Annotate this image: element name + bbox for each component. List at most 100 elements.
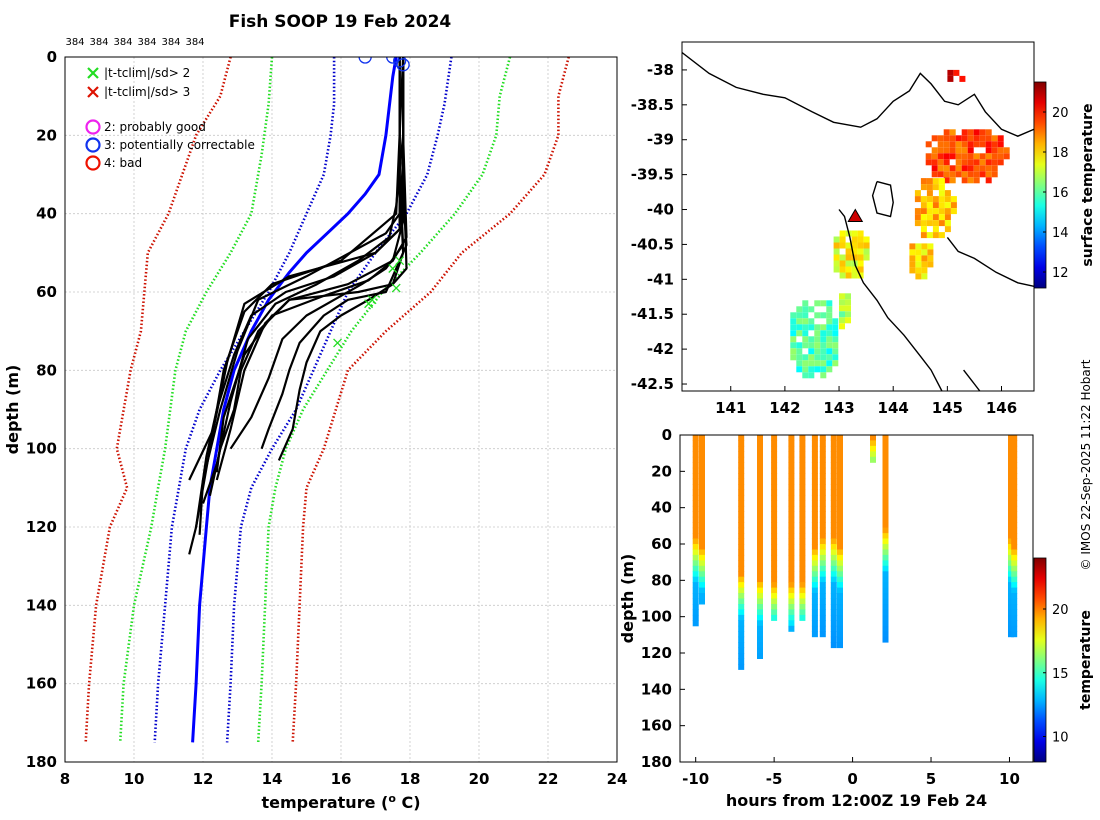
cast-sample	[819, 489, 826, 496]
cast-sample	[788, 549, 795, 556]
cast-sample	[757, 604, 763, 610]
cast-sample	[738, 516, 745, 523]
cast-sample	[757, 653, 763, 659]
cast-sample	[1008, 576, 1014, 583]
sst-pixel	[943, 141, 950, 148]
cast-sample	[830, 565, 837, 572]
sst-pixel	[802, 324, 809, 331]
sst-pixel	[857, 248, 864, 255]
flag-x-marker	[395, 256, 405, 266]
cast-sample	[837, 549, 843, 556]
sst-pixel	[914, 190, 921, 197]
sst-pixel	[857, 242, 864, 249]
lon-tick-label: 146	[986, 399, 1017, 417]
sst-pixel	[909, 261, 916, 268]
cast-sample	[699, 516, 705, 523]
cast-sample	[771, 494, 778, 501]
sst-pixel	[938, 190, 945, 197]
cast-sample	[799, 494, 806, 501]
cast-sample	[799, 571, 806, 578]
cast-sample	[788, 456, 795, 463]
cast-sample	[1011, 445, 1018, 452]
cast-sample	[1011, 571, 1018, 578]
cast-sample	[882, 435, 889, 441]
sst-pixel	[833, 236, 840, 243]
cast-sample	[837, 554, 843, 561]
sst-pixel	[967, 171, 974, 178]
sst-pixel	[839, 242, 846, 249]
cast-sample	[882, 554, 889, 561]
sst-pixel	[909, 249, 916, 256]
count-label: 384	[89, 37, 108, 48]
cast-sample	[819, 505, 826, 512]
x-tick-label: -5	[766, 770, 783, 788]
cast-sample	[830, 489, 837, 496]
sst-pixel	[802, 318, 809, 325]
sst-pixel	[955, 159, 962, 166]
cast-sample	[1011, 538, 1018, 545]
count-label: 384	[137, 37, 156, 48]
sst-pixel	[796, 342, 803, 349]
flag-x-marker	[333, 338, 343, 348]
cast-sample	[699, 435, 705, 441]
cast-sample	[1011, 467, 1018, 474]
cast-sample	[699, 451, 705, 458]
cast-sample	[799, 500, 806, 507]
cast-sample	[811, 571, 818, 578]
sst-pixel	[938, 178, 945, 185]
temperature-colorbar	[1033, 557, 1047, 763]
cast-sample	[757, 494, 763, 501]
sst-pixel	[973, 129, 980, 136]
cast-sample	[771, 554, 778, 561]
cast-sample	[771, 614, 778, 621]
cast-sample	[830, 576, 837, 583]
cast-sample	[811, 593, 818, 599]
cast-sample	[837, 631, 843, 638]
cast-sample	[882, 500, 889, 507]
sst-pixel	[991, 165, 998, 172]
sst-pixel	[953, 69, 960, 76]
cast-sample	[1011, 625, 1018, 632]
cast-sample	[771, 478, 778, 485]
xbt-profile-line	[277, 57, 408, 461]
sst-pixel	[832, 360, 839, 367]
cast-sample	[882, 451, 889, 458]
cast-sample	[699, 565, 705, 572]
cast-sample	[692, 560, 699, 567]
cast-sample	[738, 511, 745, 518]
cast-sample	[738, 544, 745, 550]
cast-sample	[1008, 571, 1014, 578]
sst-pixel	[925, 153, 932, 160]
sst-pixel	[790, 354, 797, 361]
cast-sample	[882, 522, 889, 529]
sst-pixel	[790, 318, 797, 325]
sst-pixel	[949, 177, 956, 184]
sst-pixel	[937, 141, 944, 148]
colorbar-tick-label: 16	[1052, 186, 1069, 201]
cast-sample	[1008, 565, 1014, 572]
cast-sample	[837, 604, 843, 610]
cast-sample	[771, 473, 778, 480]
sst-pixel	[839, 236, 846, 243]
cast-sample	[811, 604, 818, 610]
sst-pixel	[950, 196, 957, 203]
coastline	[682, 51, 1034, 137]
cast-sample	[837, 620, 843, 627]
cast-sample	[1008, 614, 1014, 621]
sst-pixel	[967, 165, 974, 172]
cast-sample	[738, 451, 745, 458]
sst-pixel	[997, 159, 1004, 166]
sst-pixel	[959, 75, 966, 82]
sst-pixel	[802, 366, 809, 373]
cast-sample	[830, 549, 837, 556]
legend-marker-circle	[85, 119, 101, 135]
cast-sample	[738, 435, 745, 441]
cast-sample	[1008, 593, 1014, 599]
cast-sample	[692, 544, 699, 550]
cast-sample	[882, 511, 889, 518]
sst-pixel	[845, 242, 852, 249]
cast-sample	[830, 614, 837, 621]
cast-sample	[837, 462, 843, 469]
cast-sample	[819, 620, 826, 627]
sst-pixel	[851, 248, 858, 255]
